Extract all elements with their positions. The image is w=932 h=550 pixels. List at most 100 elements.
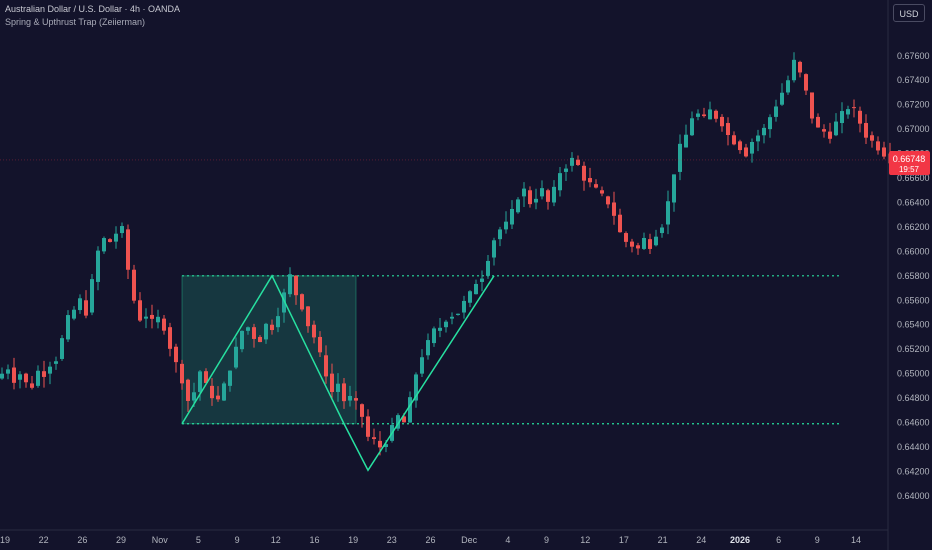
candle-body bbox=[144, 316, 148, 319]
candle-body bbox=[504, 221, 508, 230]
candle-body bbox=[744, 147, 748, 157]
candle-body bbox=[342, 383, 346, 402]
candle-body bbox=[522, 188, 526, 197]
candle-body bbox=[126, 229, 130, 270]
candle-body bbox=[270, 324, 274, 331]
price-tick-label: 0.64800 bbox=[897, 393, 930, 403]
candle-body bbox=[876, 141, 880, 151]
candle-body bbox=[288, 274, 292, 295]
price-axis[interactable]: 0.676000.674000.672000.670000.668000.666… bbox=[887, 0, 930, 550]
candle-body bbox=[264, 323, 268, 340]
candle-body bbox=[426, 340, 430, 356]
candle-body bbox=[48, 366, 52, 374]
candle-body bbox=[588, 178, 592, 183]
candle-body bbox=[528, 190, 532, 205]
candle-body bbox=[606, 196, 610, 205]
candle-body bbox=[378, 440, 382, 448]
candle-body bbox=[90, 279, 94, 313]
time-tick-label: 19 bbox=[348, 535, 358, 545]
candle-body bbox=[642, 237, 646, 249]
candle-body bbox=[726, 123, 730, 136]
candle-body bbox=[690, 118, 694, 136]
indicator-label[interactable]: Spring & Upthrust Trap (Zeiierman) bbox=[5, 17, 146, 27]
candle-body bbox=[192, 392, 196, 401]
candle-body bbox=[18, 374, 22, 380]
candle-body bbox=[594, 184, 598, 188]
time-tick-label: 26 bbox=[425, 535, 435, 545]
time-tick-label: 9 bbox=[544, 535, 549, 545]
candle-body bbox=[300, 294, 304, 310]
candle-body bbox=[156, 316, 160, 323]
candle-body bbox=[132, 269, 136, 301]
time-tick-label: 9 bbox=[235, 535, 240, 545]
candle-body bbox=[24, 373, 28, 383]
candle-body bbox=[534, 198, 538, 203]
candle-body bbox=[372, 437, 376, 440]
candle-body bbox=[174, 346, 178, 363]
candle-body bbox=[624, 233, 628, 242]
candle-body bbox=[12, 367, 16, 383]
price-tick-label: 0.67400 bbox=[897, 75, 930, 85]
candle-body bbox=[324, 355, 328, 377]
candle-body bbox=[678, 143, 682, 172]
candle-body bbox=[456, 313, 460, 315]
candle-body bbox=[42, 371, 46, 377]
candle-body bbox=[552, 186, 556, 203]
time-tick-label: 16 bbox=[309, 535, 319, 545]
candle-body bbox=[462, 300, 466, 313]
time-axis[interactable]: 19 22 26 29 Nov 5 9 12 16 19 23 26 Dec 4 9 12 17 21 24 2026… bbox=[0, 529, 888, 545]
candle-body bbox=[240, 330, 244, 350]
candle-body bbox=[480, 278, 484, 282]
price-tick-label: 0.64200 bbox=[897, 466, 930, 476]
time-tick-label: 26 bbox=[77, 535, 87, 545]
candle-body bbox=[780, 92, 784, 105]
candle-body bbox=[498, 229, 502, 240]
candle-body bbox=[438, 327, 442, 331]
candle-body bbox=[276, 316, 280, 328]
candle-body bbox=[282, 292, 286, 313]
candle-body bbox=[210, 385, 214, 399]
candle-body bbox=[258, 336, 262, 343]
candle-body bbox=[402, 416, 406, 423]
candle-body bbox=[450, 316, 454, 319]
candle-body bbox=[702, 114, 706, 117]
candle-body bbox=[648, 239, 652, 249]
candle-body bbox=[360, 404, 364, 417]
candle-body bbox=[312, 324, 316, 338]
candle-body bbox=[840, 111, 844, 124]
candle-body bbox=[828, 131, 832, 139]
price-tick-label: 0.64000 bbox=[897, 491, 930, 501]
candle-body bbox=[792, 59, 796, 81]
candle-body bbox=[252, 327, 256, 339]
candle-body bbox=[96, 250, 100, 282]
candle-body bbox=[234, 346, 238, 368]
price-tick-label: 0.64600 bbox=[897, 418, 930, 428]
candle-body bbox=[834, 121, 838, 136]
candle-body bbox=[354, 398, 358, 401]
candle-body bbox=[198, 371, 202, 392]
candle-body bbox=[864, 123, 868, 138]
time-tick-label: 12 bbox=[580, 535, 590, 545]
candle-body bbox=[36, 370, 40, 386]
candle-body bbox=[168, 327, 172, 349]
currency-button[interactable]: USD bbox=[893, 4, 925, 22]
candle-body bbox=[798, 61, 802, 73]
candle-body bbox=[78, 298, 82, 311]
candle-body bbox=[672, 174, 676, 203]
candle-body bbox=[696, 113, 700, 117]
candle-body bbox=[816, 116, 820, 128]
candle-body bbox=[162, 318, 166, 331]
candle-body bbox=[228, 370, 232, 386]
candle-body bbox=[330, 373, 334, 392]
price-tick-label: 0.65400 bbox=[897, 320, 930, 330]
candle-body bbox=[786, 80, 790, 93]
candle-body bbox=[636, 245, 640, 249]
candle-body bbox=[666, 201, 670, 225]
price-tick-label: 0.65600 bbox=[897, 295, 930, 305]
candle-body bbox=[186, 379, 190, 401]
candle-body bbox=[474, 283, 478, 295]
candle-body bbox=[618, 214, 622, 233]
candle-body bbox=[318, 336, 322, 353]
candle-body bbox=[600, 190, 604, 194]
